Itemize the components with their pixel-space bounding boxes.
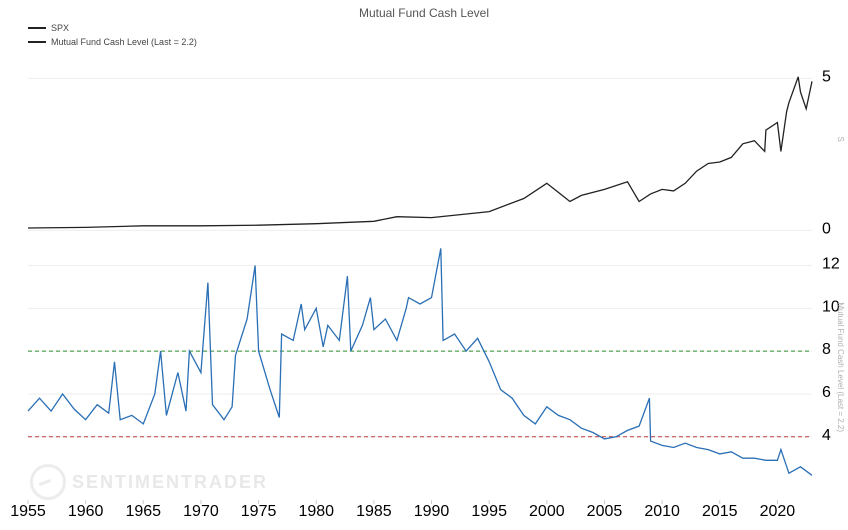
legend: SPX Mutual Fund Cash Level (Last = 2.2)	[28, 22, 197, 49]
plot-area: 05S4681012Mutual Fund Cash Level (Last =…	[28, 48, 820, 504]
y-tick-label: 5	[822, 68, 831, 85]
x-tick-label: 2000	[529, 503, 565, 520]
legend-label-cash: Mutual Fund Cash Level (Last = 2.2)	[51, 36, 197, 49]
x-tick-label: 2020	[760, 503, 796, 520]
x-tick-label: 1965	[125, 503, 161, 520]
x-tick-label: 1955	[10, 503, 46, 520]
chart-svg: 05S4681012Mutual Fund Cash Level (Last =…	[28, 48, 820, 504]
x-tick-label: 1995	[471, 503, 507, 520]
legend-swatch-cash	[28, 41, 46, 43]
watermark: SENTIMENTRADER	[30, 464, 268, 500]
x-tick-label: 2015	[702, 503, 738, 520]
x-tick-label: 2005	[587, 503, 623, 520]
y-tick-label: 12	[822, 255, 840, 272]
watermark-icon	[30, 464, 66, 500]
series-line	[28, 248, 812, 475]
chart-container: Mutual Fund Cash Level SPX Mutual Fund C…	[0, 0, 848, 530]
chart-title: Mutual Fund Cash Level	[0, 6, 848, 20]
legend-item-spx: SPX	[28, 22, 197, 35]
x-tick-label: 1960	[68, 503, 104, 520]
y-axis-label: Mutual Fund Cash Level (Last = 2.2)	[836, 302, 845, 432]
x-tick-label: 2010	[644, 503, 680, 520]
x-tick-label: 1985	[356, 503, 392, 520]
y-tick-label: 4	[822, 427, 831, 444]
watermark-text: SENTIMENTRADER	[72, 472, 268, 493]
x-tick-label: 1980	[298, 503, 334, 520]
y-tick-label: 8	[822, 341, 831, 358]
legend-item-cash: Mutual Fund Cash Level (Last = 2.2)	[28, 36, 197, 49]
y-tick-label: 6	[822, 384, 831, 401]
x-tick-label: 1970	[183, 503, 219, 520]
series-line	[28, 77, 812, 228]
y-tick-label: 0	[822, 220, 831, 237]
legend-label-spx: SPX	[51, 22, 69, 35]
y-axis-label: S	[836, 137, 845, 142]
x-tick-label: 1975	[241, 503, 277, 520]
x-tick-label: 1990	[414, 503, 450, 520]
legend-swatch-spx	[28, 27, 46, 29]
